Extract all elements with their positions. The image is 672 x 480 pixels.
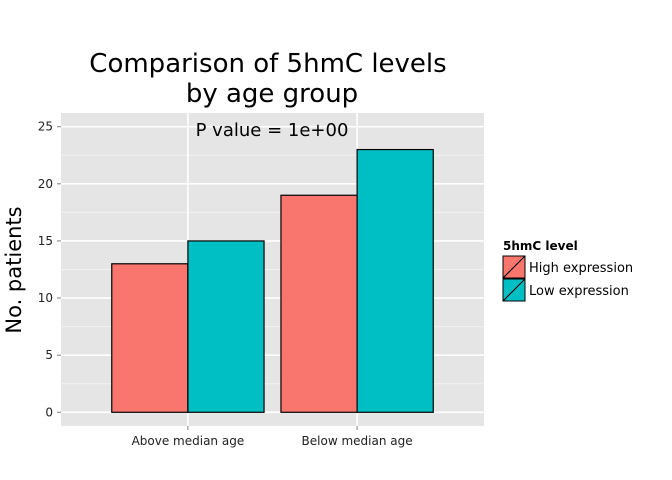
y-axis-label: No. patients [2,206,26,333]
chart-title-line-2: by age group [186,79,358,109]
y-tick-label: 20 [38,177,53,191]
legend-key-slash [502,278,526,302]
legend-title: 5hmC level [503,239,578,253]
y-tick-label: 0 [45,405,53,419]
legend-key-slash [502,255,526,279]
x-axis: Above median age Below median age [132,426,413,448]
bar: 13 [111,263,189,413]
bar: 15 [187,240,265,413]
bar: 19 [280,194,358,413]
y-tick-label: 15 [38,234,53,248]
legend-item-label: High expression [529,261,633,276]
x-tick-label: Above median age [132,434,245,448]
chart-title-line-1: Comparison of 5hmC levels [89,49,446,79]
y-tick-label: 25 [38,120,53,134]
x-tick-label: Below median age [302,434,413,448]
y-tick-label: 5 [45,348,53,362]
p-value-annotation: P value = 1e+00 [196,120,349,141]
bar: 23 [356,148,434,413]
y-tick-label: 10 [38,291,53,305]
legend: 5hmC level High expression Low expression [502,239,633,302]
y-axis: 0 5 10 15 20 25 [38,120,61,419]
legend-item-label: Low expression [529,284,629,299]
bars: 13151923 [111,148,434,413]
